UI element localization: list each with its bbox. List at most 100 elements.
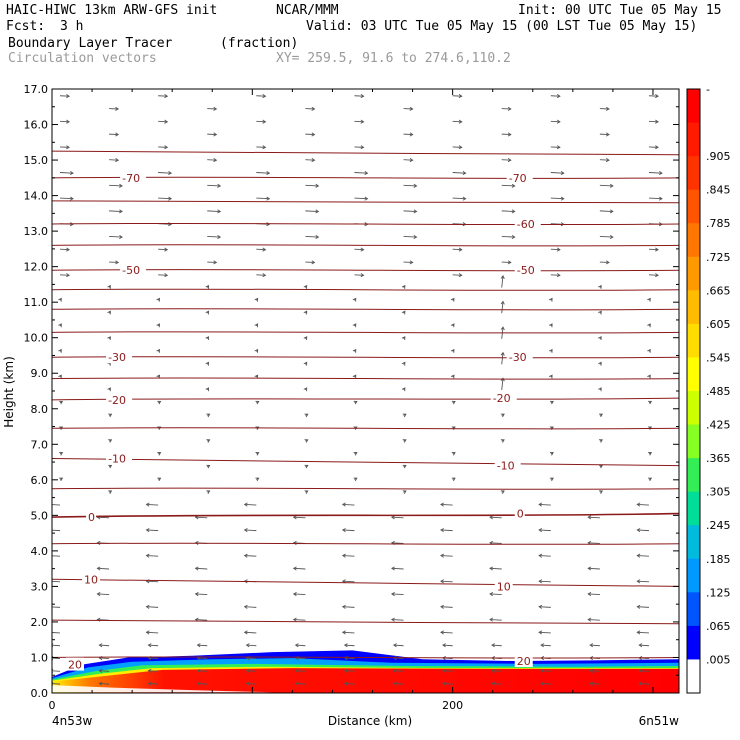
colorbar: - .905 .845 .785 .725 .665 .605 .545 .485 .425 .36… <box>686 83 731 694</box>
colorbar-label: .425 <box>706 419 731 432</box>
vector-head <box>196 681 201 686</box>
colorbar-label: - <box>706 83 710 96</box>
vector-shaft <box>59 172 74 174</box>
contour-label: -20 <box>108 394 126 407</box>
xy-readout: XY= 259.5, 91.6 to 274.6,110.2 <box>276 51 511 66</box>
vector-head <box>556 273 561 278</box>
vector-head <box>655 273 659 278</box>
vector-head <box>119 183 123 188</box>
vector-head <box>360 119 365 124</box>
vector-head <box>440 553 444 558</box>
vector-head <box>107 336 111 341</box>
vector-head <box>462 170 467 176</box>
colorbar-swatch <box>687 525 700 560</box>
vector-head <box>489 617 494 622</box>
y-tick-label: 1.0 <box>31 651 49 664</box>
vector-head <box>647 323 651 328</box>
vector-head <box>636 579 641 584</box>
vector-head <box>145 553 150 558</box>
colorbar-label: .725 <box>706 251 731 264</box>
vector-head <box>556 247 561 252</box>
contour-line <box>52 308 679 311</box>
vector-shaft <box>637 580 649 583</box>
contour-label-bg <box>494 458 521 472</box>
vector-head <box>409 132 414 137</box>
colorbar-swatch <box>687 424 700 459</box>
vector-head <box>243 528 248 533</box>
vector-shaft <box>501 235 515 238</box>
vector-head <box>599 464 603 469</box>
vector-head <box>59 426 64 431</box>
vector-head <box>451 400 456 405</box>
vector-head <box>315 234 320 240</box>
vector-head <box>69 170 74 176</box>
contour-label-bg <box>82 572 101 586</box>
vector-head <box>500 300 505 305</box>
vector-head <box>147 643 152 648</box>
vector-head <box>549 477 554 482</box>
vector-shaft <box>648 197 662 200</box>
vector-shaft <box>491 683 502 685</box>
vector-shaft <box>293 619 306 621</box>
vector-head <box>402 413 407 418</box>
vector-head <box>217 209 222 214</box>
vector-shaft <box>403 210 417 212</box>
colorbar-label: .065 <box>706 620 731 633</box>
vector-shaft <box>491 644 502 647</box>
contour-label: 20 <box>68 659 82 672</box>
contour-label-bg <box>514 654 533 668</box>
vector-shaft <box>197 670 208 672</box>
vector-head <box>206 439 211 443</box>
vector-head <box>440 604 444 609</box>
vector-head <box>243 502 248 507</box>
vector-head <box>157 426 162 431</box>
vector-head <box>98 668 103 673</box>
vector-head <box>549 400 554 405</box>
vector-head <box>196 643 201 648</box>
vector-head <box>303 284 308 289</box>
vector-head <box>245 681 250 686</box>
vector-shaft <box>97 516 110 519</box>
colorbar-swatch <box>687 189 700 224</box>
vector-head <box>48 503 51 506</box>
colorbar-swatch <box>687 659 700 694</box>
vector-head <box>243 553 248 558</box>
vector-head <box>500 413 505 418</box>
contour-label: -30 <box>108 351 126 364</box>
vector-head <box>48 580 51 583</box>
vector-head <box>540 643 545 648</box>
vector-head <box>58 297 62 302</box>
x-right-endpoint: 6n51w <box>639 714 680 728</box>
vector-shaft <box>246 657 257 659</box>
vector-head <box>245 668 250 673</box>
vector-shaft <box>588 567 600 570</box>
contour-line <box>52 331 679 334</box>
vector-head <box>500 490 505 494</box>
vector-head <box>458 247 463 252</box>
vector-shaft <box>588 619 600 621</box>
vector-head <box>254 374 259 379</box>
vector-shaft <box>146 606 159 608</box>
vector-shaft <box>99 670 110 672</box>
vector-shaft <box>256 197 270 200</box>
vector-shaft <box>52 632 61 634</box>
fcst-value: 3 h <box>60 19 84 34</box>
vector-head <box>168 196 173 201</box>
vector-head <box>401 310 406 315</box>
contour-line <box>52 656 679 659</box>
contour-label: 20 <box>517 655 531 668</box>
vector-shaft <box>207 235 221 238</box>
vector-head <box>48 528 51 531</box>
contour-line <box>52 244 679 247</box>
vector-shaft <box>99 683 110 685</box>
vector-shaft <box>489 593 502 596</box>
vector-shaft <box>648 172 662 174</box>
vector-head <box>451 477 456 482</box>
vector-head <box>205 336 210 341</box>
vector-shaft <box>541 670 551 672</box>
x-tick-label: 200 <box>442 699 463 712</box>
vector-head <box>341 528 346 533</box>
vector-head <box>401 387 406 392</box>
vector-head <box>605 132 610 137</box>
colorbar-swatch <box>687 357 700 392</box>
